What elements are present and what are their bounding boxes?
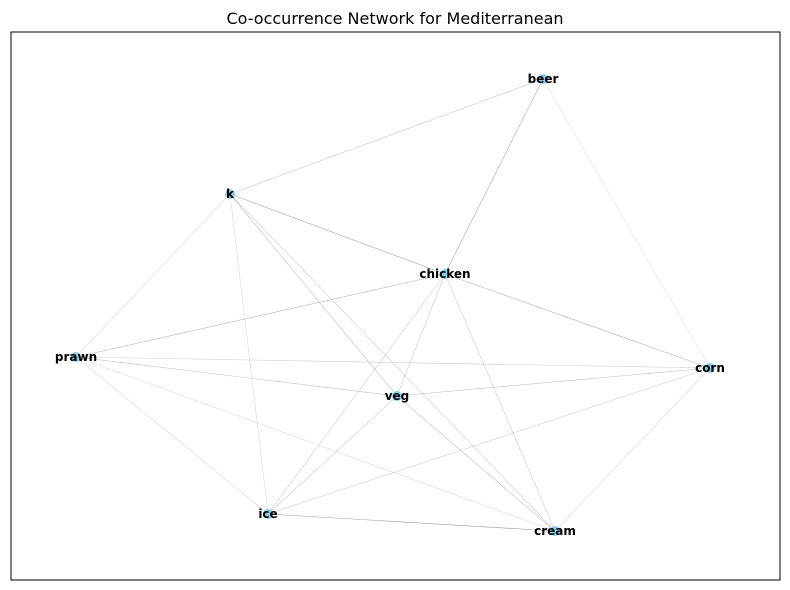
node-label-veg: veg bbox=[385, 389, 410, 403]
node-label-prawn: prawn bbox=[55, 350, 97, 364]
nodes-layer bbox=[71, 74, 715, 536]
chart-title: Co-occurrence Network for Mediterranean bbox=[226, 9, 563, 28]
edge-prawn-veg bbox=[75, 356, 398, 397]
edge-chicken-cream bbox=[444, 273, 556, 532]
edge-beer-corn bbox=[542, 78, 711, 369]
node-label-beer: beer bbox=[528, 72, 559, 86]
node-label-cream: cream bbox=[534, 524, 576, 538]
edge-chicken-ice bbox=[267, 273, 446, 515]
edge-k-cream bbox=[229, 193, 556, 532]
node-prawn bbox=[71, 352, 81, 362]
labels-layer: beer k chicken prawn corn veg ice cream bbox=[55, 72, 725, 538]
edge-beer-k bbox=[229, 78, 544, 195]
edge-prawn-corn bbox=[75, 356, 711, 369]
node-label-ice: ice bbox=[258, 507, 277, 521]
edge-k-chicken bbox=[229, 193, 446, 275]
edge-veg-cream bbox=[396, 395, 556, 532]
edge-beer-chicken bbox=[444, 78, 544, 275]
node-veg bbox=[392, 391, 402, 401]
edges-layer bbox=[75, 78, 711, 532]
node-label-chicken: chicken bbox=[419, 267, 470, 281]
node-beer bbox=[538, 74, 548, 84]
edge-k-prawn bbox=[75, 193, 231, 358]
edge-chicken-veg bbox=[396, 273, 446, 397]
edge-prawn-cream bbox=[75, 356, 556, 532]
node-label-corn: corn bbox=[695, 361, 725, 375]
edge-corn-veg bbox=[396, 367, 711, 397]
edge-k-ice bbox=[229, 193, 269, 515]
node-k bbox=[225, 189, 235, 199]
node-chicken bbox=[440, 269, 450, 279]
edge-k-veg bbox=[229, 193, 398, 397]
node-cream bbox=[550, 526, 560, 536]
node-corn bbox=[705, 363, 715, 373]
edge-ice-cream bbox=[267, 513, 556, 532]
edge-corn-ice bbox=[267, 367, 711, 515]
edge-chicken-prawn bbox=[75, 273, 446, 358]
plot-frame bbox=[10, 31, 781, 581]
node-ice bbox=[263, 509, 273, 519]
edge-chicken-corn bbox=[444, 273, 711, 369]
edge-prawn-ice bbox=[75, 356, 269, 515]
edge-corn-cream bbox=[554, 367, 711, 532]
node-label-k: k bbox=[226, 187, 235, 201]
edge-veg-ice bbox=[267, 395, 398, 515]
